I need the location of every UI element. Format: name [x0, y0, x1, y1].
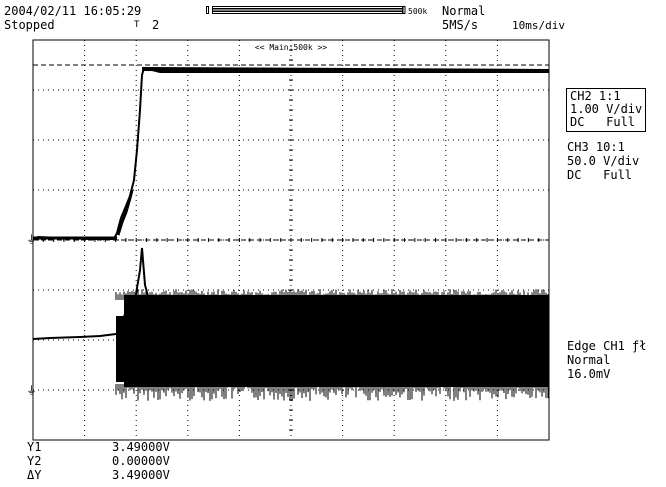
ch2-coupling: DC Full	[570, 115, 636, 129]
trigger-type[interactable]: Edge CH1 ƒł	[567, 339, 647, 353]
run-status: Stopped	[4, 18, 55, 32]
ch2-name: CH2 1:1	[570, 89, 621, 103]
ch2-scale: 1.00 V/div	[570, 102, 643, 116]
ground-icon: ⏚	[26, 233, 37, 246]
ch2-settings-panel[interactable]: CH2 1:1 1.00 V/div DC Full	[566, 88, 647, 132]
ch3-name[interactable]: CH3 10:1	[567, 140, 625, 154]
ch3-scale: 50.0 V/div	[567, 154, 640, 168]
record-length: 500k	[408, 7, 428, 16]
ch2-trace	[32, 66, 550, 240]
trigger-marker-value: 2	[152, 18, 160, 32]
cursor-y2-value: 0.00000V	[112, 454, 170, 468]
cursor-delta-value: 3.49000V	[112, 468, 170, 482]
ch3-noise-edges	[115, 289, 549, 401]
cursor-y1-label: Y1	[27, 440, 42, 454]
time-base: 10ms/div	[512, 19, 565, 32]
trigger-level: 16.0mV	[567, 367, 611, 381]
trigger-position-marker[interactable]: T	[134, 20, 140, 30]
ch3-trace	[32, 247, 549, 401]
datetime-readout: 2004/02/11 16:05:29	[4, 4, 142, 18]
record-position-bar[interactable]	[206, 5, 406, 15]
cursor-delta-label: ΔY	[27, 468, 42, 482]
trigger-mode: Normal	[567, 353, 611, 367]
acquisition-mode: Normal	[442, 4, 486, 18]
ch3-coupling: DC Full	[567, 168, 633, 182]
zoom-window-label: << Main:500k >>	[254, 43, 328, 52]
sample-rate: 5MS/s	[442, 18, 479, 32]
cursor-y1-value: 3.49000V	[112, 440, 170, 454]
cursor-y2-label: Y2	[27, 454, 42, 468]
ground-icon: ⏚	[26, 384, 37, 397]
